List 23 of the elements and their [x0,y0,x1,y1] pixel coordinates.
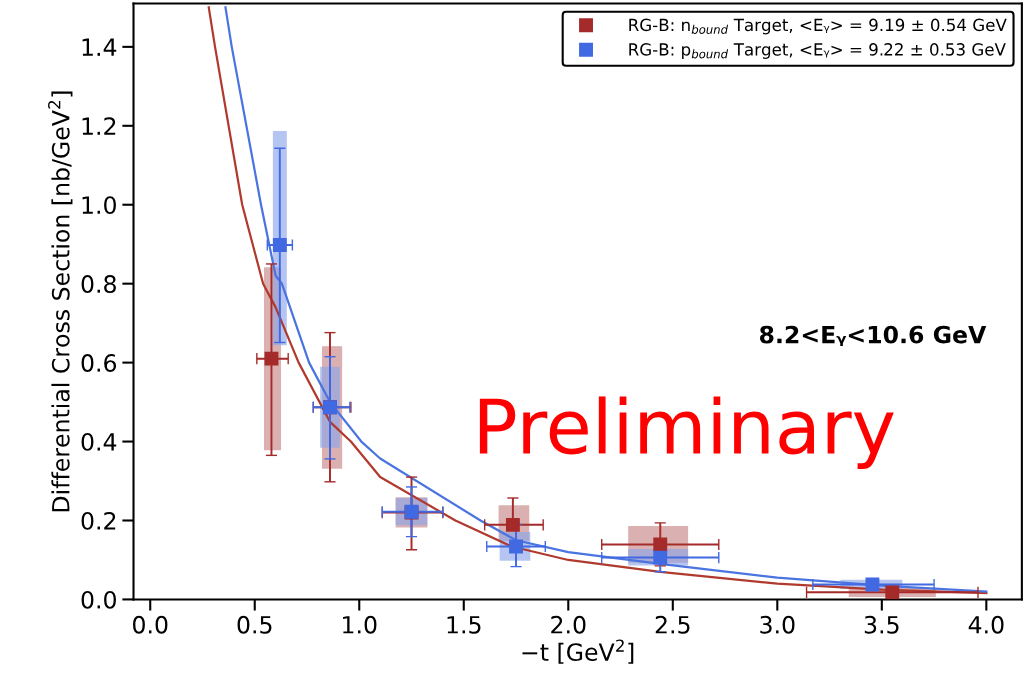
y-tick-label: 0.2 [81,511,116,530]
y-tick-label: 1.4 [82,38,117,56]
y-tick-label: 0.8 [81,275,116,293]
x-tick-label: 4.0 [968,615,1004,634]
y-tick-label: 1.2 [82,117,116,135]
x-tick-label: 3.0 [760,615,795,634]
annotation: Preliminary [479,396,894,470]
x-tick-label: 1.5 [447,616,481,634]
x-axis-title: −t [GeV$^{2}$] [522,639,634,664]
y-tick-label: 0.4 [81,433,117,451]
legend-label: RG-B: n$_{bound}$ Target, <Eᵧ> = 9.19 ± 0.54 GeV [629,18,1007,35]
y-tick-label: 0.0 [81,590,116,609]
annotation: 8.2<Eᵧ<10.6 GeV [759,325,987,346]
x-tick-label: 2.5 [655,615,690,634]
x-tick-label: 0.5 [237,615,272,634]
y-tick-label: 1.0 [82,196,116,215]
y-tick-label: 0.6 [81,354,117,372]
x-tick-label: 1.0 [343,615,377,634]
legend-label: RG-B: p$_{bound}$ Target, <Eᵧ> = 9.22 ± 0.53 GeV [629,43,1006,59]
x-tick-label: 3.5 [864,615,899,634]
x-tick-label: 2.0 [551,615,586,634]
y-axis-title: Differential Cross Section [nb/GeV$^{2}$] [48,91,73,512]
x-tick-label: 0.0 [133,615,168,634]
